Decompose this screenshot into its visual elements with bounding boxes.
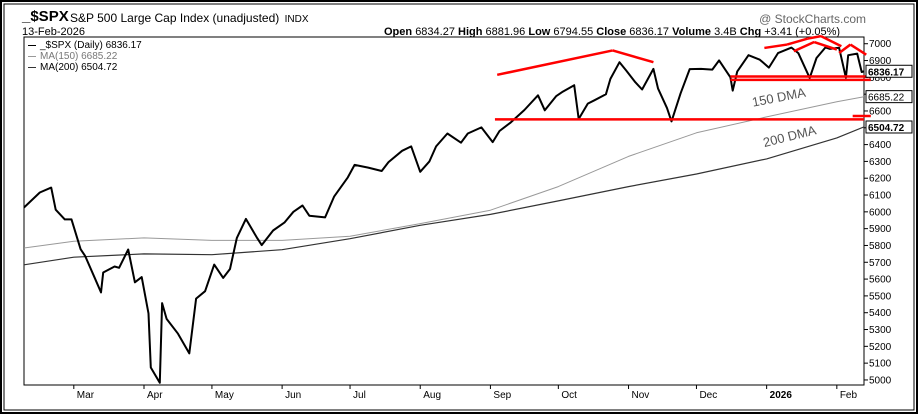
- series-line: [24, 126, 864, 266]
- legend-item: _$SPX (Daily) 6836.17: [28, 40, 142, 51]
- close-label: Close: [596, 26, 627, 38]
- ma-annotation: 150 DMA: [751, 85, 807, 110]
- ohlc-stats: Open 6834.27 High 6881.96 Low 6794.55 Cl…: [384, 26, 840, 38]
- price-label-text: 6836.17: [868, 67, 905, 78]
- legend-swatch: [28, 45, 36, 46]
- price-label-box: [865, 90, 913, 104]
- chart-description: S&P 500 Large Cap Index (unadjusted) IND…: [70, 11, 309, 25]
- y-tick-label: 5500: [869, 291, 892, 302]
- y-tick-label: 6800: [869, 73, 892, 84]
- y-tick-label: 6400: [869, 140, 892, 151]
- x-tick-label: Feb: [840, 390, 858, 401]
- y-tick-label: 5200: [869, 342, 892, 353]
- plot-area: [24, 46, 864, 384]
- description-text: S&P 500 Large Cap Index (unadjusted): [70, 11, 280, 25]
- inner-border: [3, 3, 915, 411]
- volume-label: Volume: [672, 26, 712, 38]
- x-tick-label: Nov: [632, 390, 650, 401]
- trendline: [764, 43, 788, 50]
- x-tick-label: Apr: [147, 390, 163, 401]
- watermark: @ StockCharts.com: [759, 12, 866, 26]
- plot-border: [23, 36, 865, 386]
- chg-label: Chg: [739, 26, 762, 38]
- y-tick-label: 5400: [869, 308, 892, 319]
- y-tick-label: 7000: [869, 39, 892, 50]
- trendline: [849, 43, 867, 56]
- legend-label: MA(150) 6685.22: [40, 51, 118, 62]
- legend-item: MA(150) 6685.22: [28, 51, 142, 62]
- legend-item: MA(200) 6504.72: [28, 62, 142, 73]
- symbol-title: _$SPX: [22, 8, 69, 25]
- close-value: 6836.17: [629, 26, 670, 38]
- legend-swatch: [28, 67, 36, 68]
- y-tick-label: 5800: [869, 241, 892, 252]
- low-label: Low: [528, 26, 551, 38]
- y-tick-label: 6000: [869, 207, 892, 218]
- trendline: [838, 43, 852, 54]
- low-value: 6794.55: [553, 26, 594, 38]
- legend-label: MA(200) 6504.72: [40, 62, 118, 73]
- trendline: [786, 37, 808, 46]
- x-tick-label: Oct: [561, 390, 577, 401]
- price-label-text: 6685.22: [868, 93, 905, 104]
- chart-date: 13-Feb-2026: [22, 26, 85, 38]
- chart-legend: _$SPX (Daily) 6836.17 MA(150) 6685.22 MA(2…: [28, 40, 142, 73]
- y-tick-label: 6200: [869, 174, 892, 185]
- y-tick-label: 5100: [869, 359, 892, 370]
- y-tick-label: 5300: [869, 325, 892, 336]
- x-tick-label: Sep: [493, 390, 511, 401]
- x-tick-label: May: [215, 390, 234, 401]
- x-tick-label: Dec: [699, 390, 717, 401]
- y-tick-label: 5700: [869, 258, 892, 269]
- x-tick-label: Jul: [353, 390, 366, 401]
- y-tick-label: 5000: [869, 375, 892, 386]
- price-label-box: [865, 120, 913, 134]
- open-value: 6834.27: [415, 26, 455, 38]
- y-tick-label: 6300: [869, 157, 892, 168]
- exchange-text: INDX: [284, 14, 309, 25]
- x-tick-label: Mar: [77, 390, 95, 401]
- x-tick-label: Jun: [285, 390, 301, 401]
- price-label-text: 6504.72: [868, 123, 905, 134]
- high-label: High: [458, 26, 483, 38]
- y-tick-label: 5600: [869, 275, 892, 286]
- high-value: 6881.96: [485, 26, 526, 38]
- x-tick-label: Aug: [423, 390, 441, 401]
- y-tick-label: 6900: [869, 56, 892, 67]
- x-tick-label: 2026: [770, 390, 793, 401]
- trendline: [793, 40, 815, 53]
- y-tick-label: 6600: [869, 106, 892, 117]
- trendline: [496, 49, 613, 77]
- open-label: Open: [384, 26, 413, 38]
- trendline: [820, 35, 842, 48]
- chg-value: +3.41 (+0.05%): [764, 26, 841, 38]
- legend-swatch: [28, 56, 36, 57]
- legend-label: _$SPX (Daily) 6836.17: [40, 40, 142, 51]
- trendline: [807, 34, 822, 40]
- trendline: [813, 40, 838, 51]
- price-label-box: [865, 64, 913, 78]
- series-line: [24, 46, 864, 384]
- y-tick-label: 5900: [869, 224, 892, 235]
- trendline: [612, 49, 654, 64]
- volume-value: 3.4B: [714, 26, 737, 38]
- y-tick-label: 6100: [869, 191, 892, 202]
